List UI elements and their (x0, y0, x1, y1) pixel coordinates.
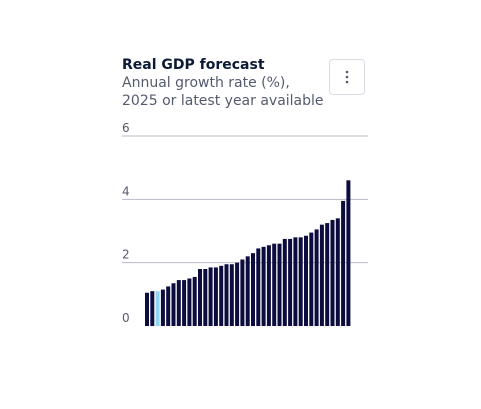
bar[interactable] (229, 264, 234, 326)
bar[interactable] (224, 264, 229, 326)
y-tick-label: 0 (122, 311, 130, 325)
bar-chart: 0 2 4 6 (122, 121, 368, 327)
bar[interactable] (261, 246, 266, 326)
bar[interactable] (219, 265, 224, 326)
bar[interactable] (171, 283, 176, 326)
bar[interactable] (346, 180, 351, 326)
chart-title: Real GDP forecast (122, 57, 265, 73)
highlighted-bar[interactable] (155, 291, 160, 326)
bar[interactable] (235, 262, 240, 326)
bar[interactable] (182, 280, 187, 326)
bar[interactable] (176, 280, 181, 326)
bar[interactable] (198, 269, 202, 326)
bar[interactable] (160, 289, 165, 326)
chart-subtitle: Annual growth rate (%), 2025 or latest y… (122, 75, 324, 109)
bar[interactable] (341, 200, 346, 326)
bar[interactable] (187, 278, 192, 327)
bar[interactable] (293, 237, 298, 326)
bar[interactable] (256, 248, 261, 326)
bar[interactable] (309, 232, 314, 326)
bar[interactable] (150, 291, 155, 326)
y-tick-label: 2 (122, 248, 130, 262)
bar[interactable] (304, 235, 308, 326)
chart-menu-button[interactable] (329, 59, 365, 95)
bar[interactable] (166, 286, 171, 326)
bar[interactable] (330, 219, 335, 326)
bar[interactable] (277, 243, 282, 326)
bar[interactable] (288, 238, 293, 326)
bar[interactable] (319, 224, 324, 326)
bar[interactable] (240, 259, 245, 327)
bar[interactable] (251, 253, 255, 326)
bar[interactable] (245, 256, 250, 326)
bar[interactable] (282, 238, 287, 326)
bar[interactable] (203, 269, 208, 326)
bar[interactable] (335, 218, 340, 326)
bar[interactable] (208, 267, 213, 326)
bar[interactable] (266, 245, 271, 326)
bar[interactable] (272, 243, 277, 326)
bar[interactable] (298, 237, 303, 326)
bar[interactable] (145, 292, 149, 326)
vertical-ellipsis-icon (345, 70, 349, 84)
y-tick-label: 6 (122, 121, 130, 135)
chart-card: Real GDP forecast Annual growth rate (%)… (122, 56, 370, 110)
bar[interactable] (314, 229, 319, 326)
y-tick-label: 4 (122, 184, 130, 198)
bar[interactable] (213, 267, 218, 326)
bar[interactable] (325, 223, 330, 326)
bar[interactable] (192, 276, 197, 326)
